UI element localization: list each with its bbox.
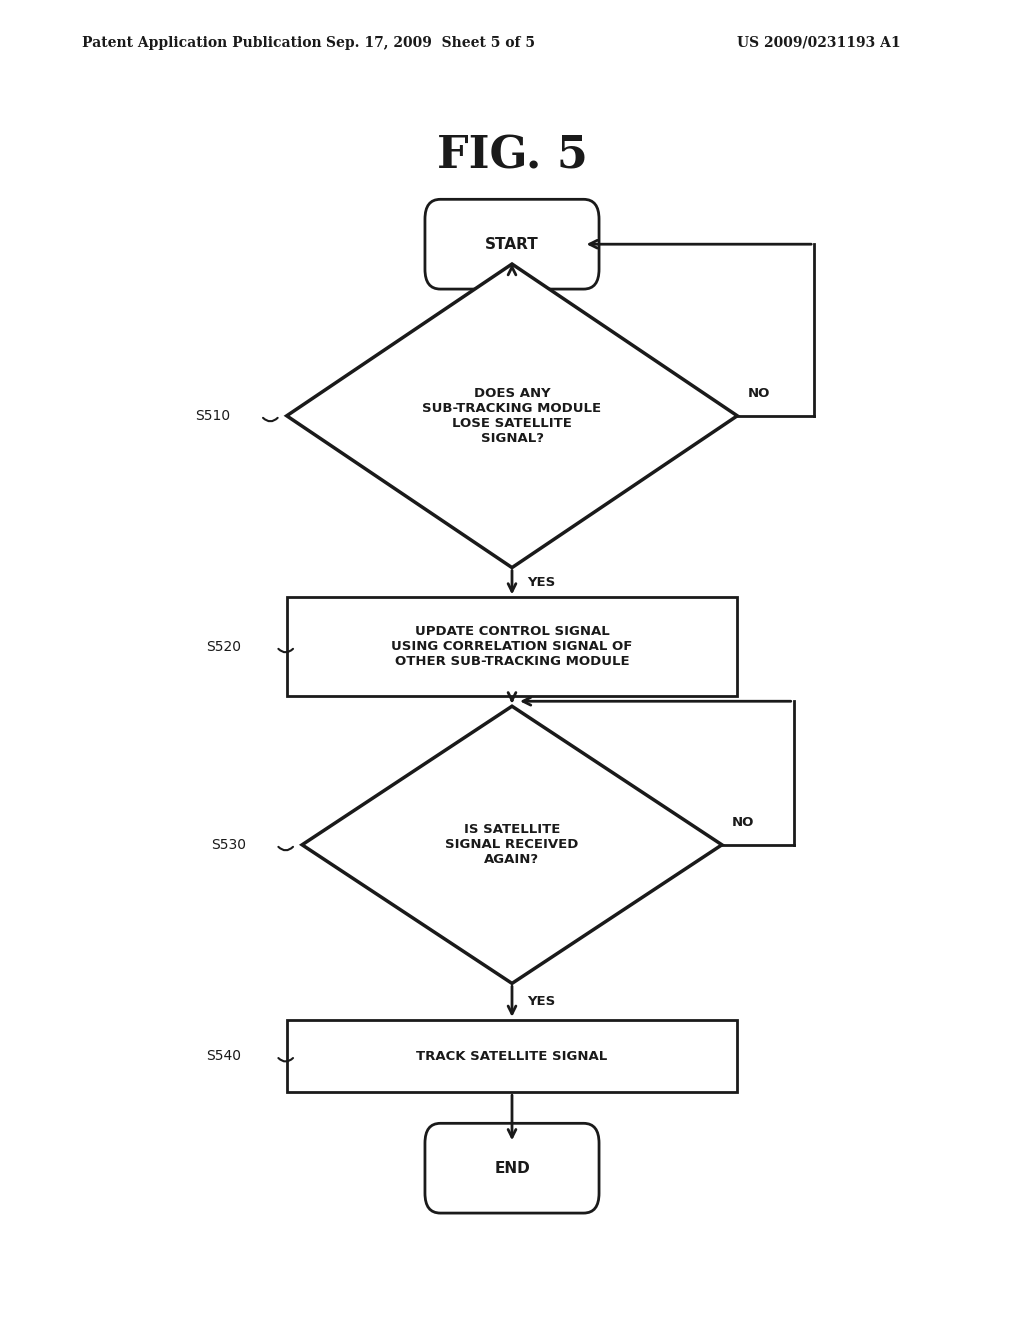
Polygon shape	[287, 264, 737, 568]
Text: S540: S540	[206, 1049, 241, 1063]
FancyBboxPatch shape	[287, 597, 737, 697]
Polygon shape	[302, 706, 722, 983]
FancyBboxPatch shape	[425, 1123, 599, 1213]
Text: END: END	[495, 1160, 529, 1176]
FancyBboxPatch shape	[425, 199, 599, 289]
Text: YES: YES	[527, 576, 556, 589]
Text: NO: NO	[732, 816, 755, 829]
Text: US 2009/0231193 A1: US 2009/0231193 A1	[737, 36, 901, 50]
Text: IS SATELLITE
SIGNAL RECEIVED
AGAIN?: IS SATELLITE SIGNAL RECEIVED AGAIN?	[445, 824, 579, 866]
Text: UPDATE CONTROL SIGNAL
USING CORRELATION SIGNAL OF
OTHER SUB-TRACKING MODULE: UPDATE CONTROL SIGNAL USING CORRELATION …	[391, 626, 633, 668]
Text: YES: YES	[527, 995, 556, 1008]
Text: START: START	[485, 236, 539, 252]
Text: S520: S520	[206, 640, 241, 653]
Text: Sep. 17, 2009  Sheet 5 of 5: Sep. 17, 2009 Sheet 5 of 5	[326, 36, 535, 50]
Text: S530: S530	[211, 838, 246, 851]
FancyBboxPatch shape	[287, 1019, 737, 1093]
Text: TRACK SATELLITE SIGNAL: TRACK SATELLITE SIGNAL	[417, 1049, 607, 1063]
Text: NO: NO	[748, 387, 770, 400]
Text: Patent Application Publication: Patent Application Publication	[82, 36, 322, 50]
Text: S510: S510	[196, 409, 230, 422]
Text: DOES ANY
SUB-TRACKING MODULE
LOSE SATELLITE
SIGNAL?: DOES ANY SUB-TRACKING MODULE LOSE SATELL…	[423, 387, 601, 445]
Text: FIG. 5: FIG. 5	[436, 135, 588, 177]
